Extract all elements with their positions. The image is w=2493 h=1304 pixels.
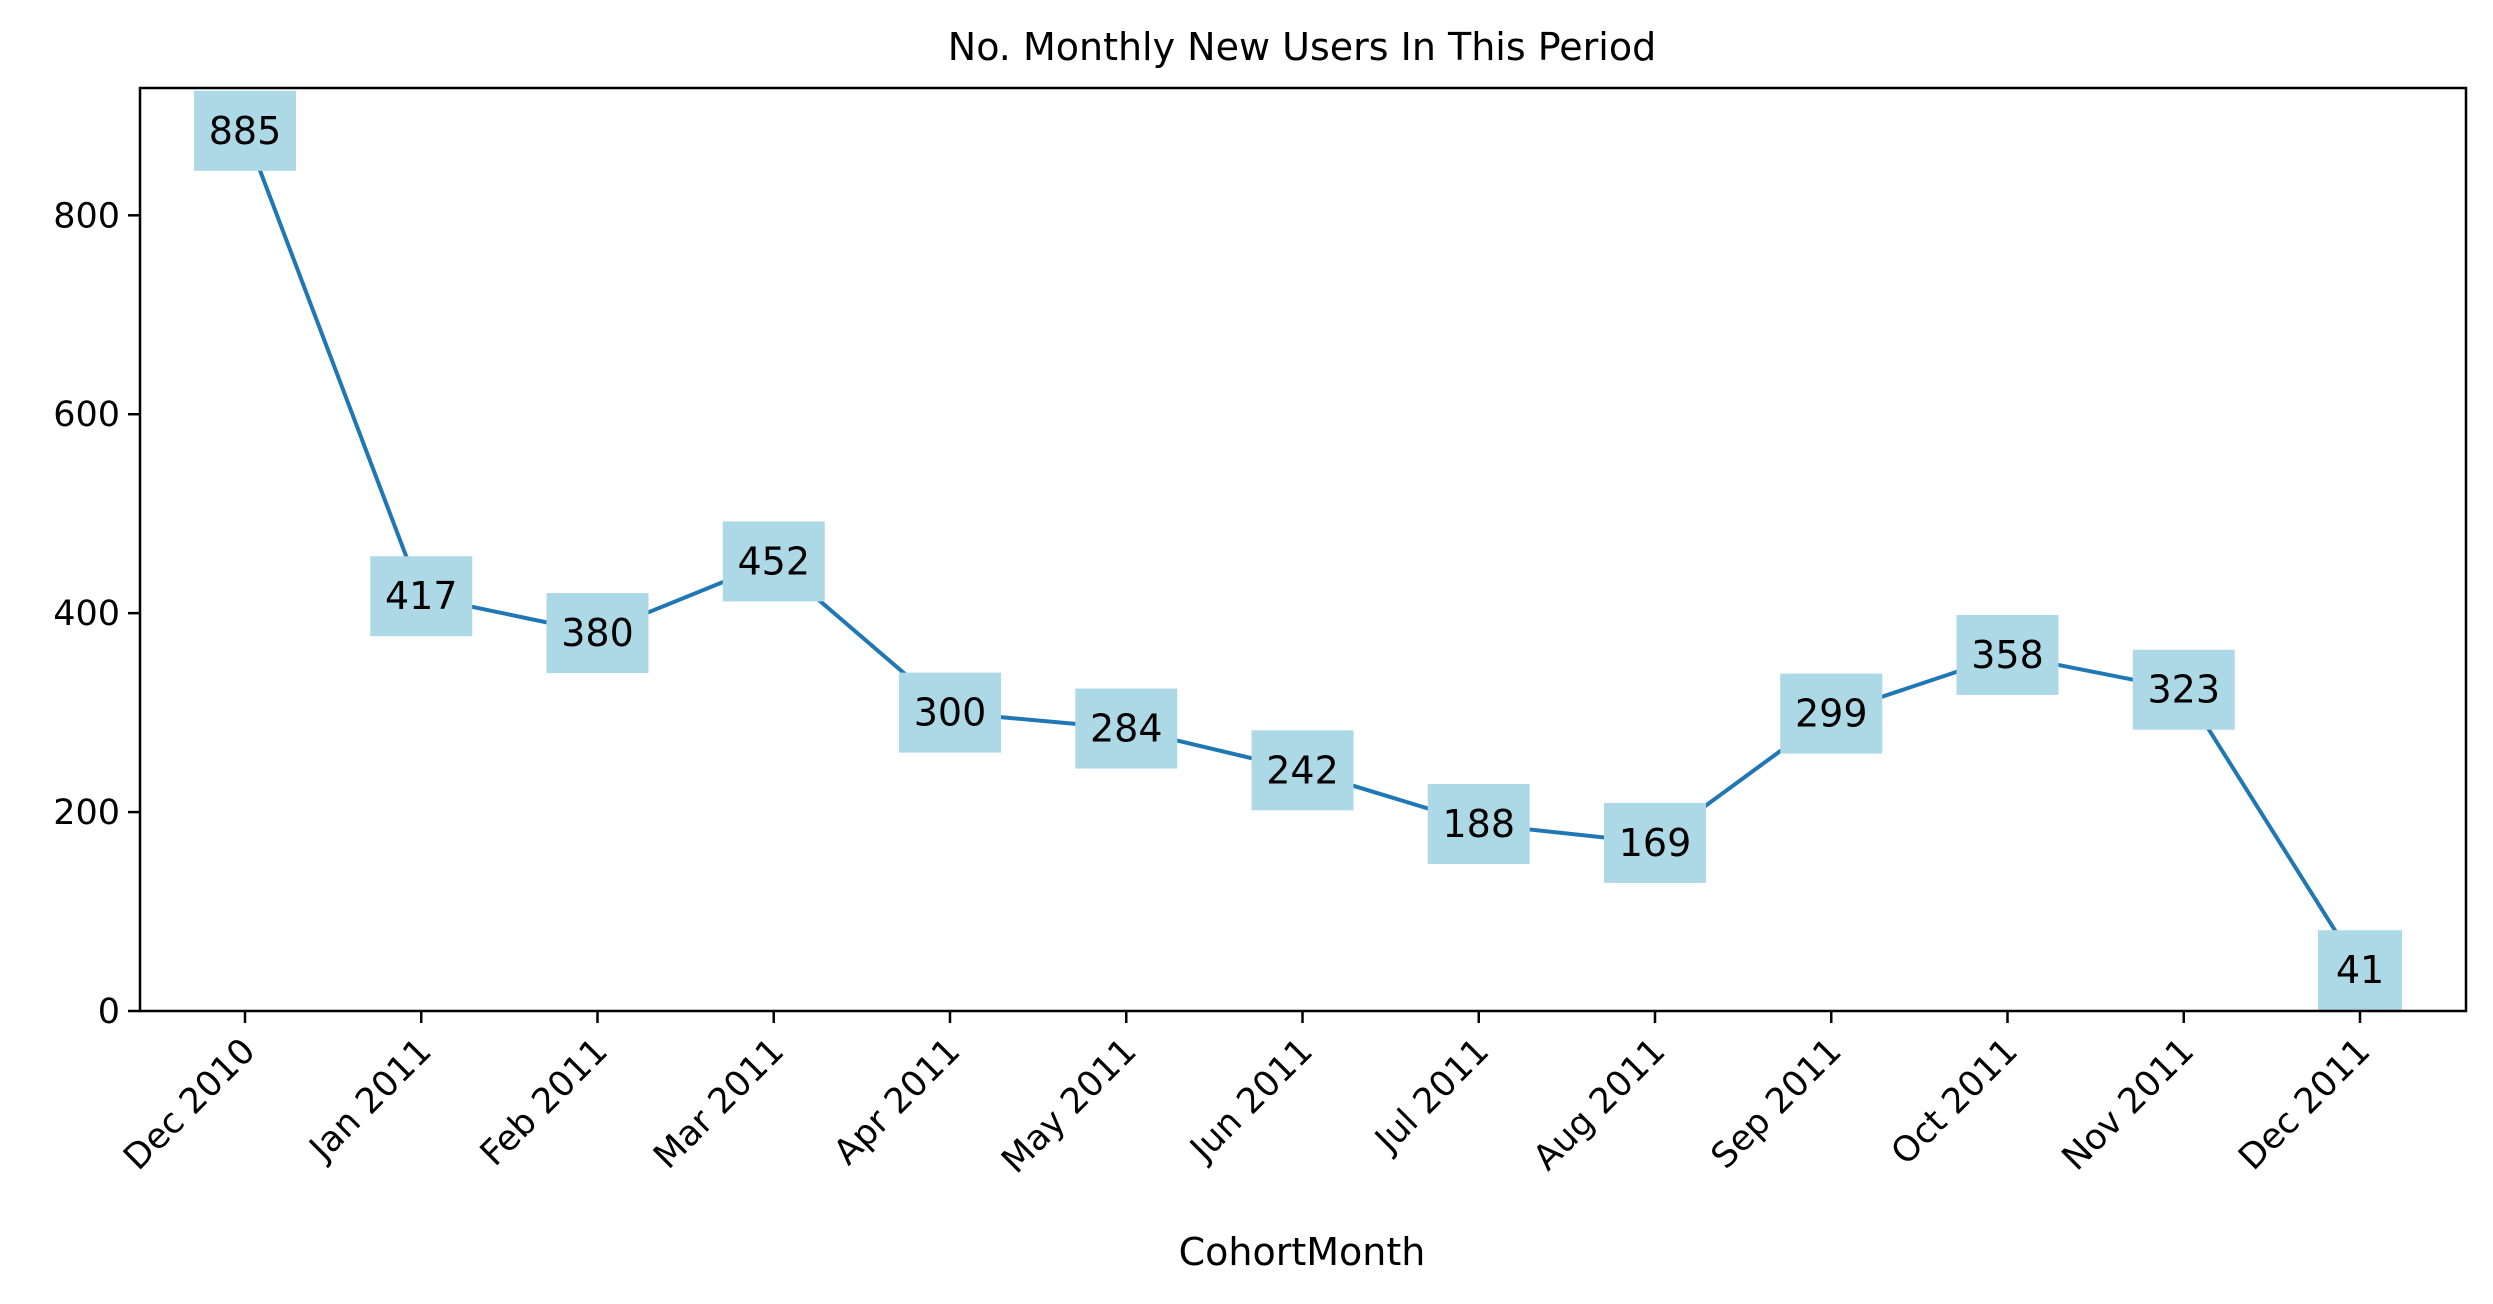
data-label-box (2318, 930, 2402, 1011)
data-label: 41 (2336, 948, 2384, 992)
data-label: 885 (209, 109, 282, 153)
data-label: 169 (1619, 821, 1692, 865)
y-tick-label: 200 (53, 793, 120, 833)
data-label-box (1604, 802, 1706, 883)
data-labels: 885 417 380 452 300 284 242 188 169 299 358 323 41 (194, 90, 2402, 1011)
data-label-box (2132, 649, 2235, 730)
data-label-box (1251, 730, 1354, 811)
data-label: 452 (737, 539, 810, 583)
data-label-box (1427, 784, 1530, 865)
chart-title: No. Monthly New Users In This Period (948, 25, 1656, 69)
data-label-box (194, 90, 296, 171)
data-label: 417 (385, 574, 458, 618)
data-label: 284 (1090, 707, 1163, 751)
data-label: 299 (1795, 692, 1868, 736)
plot-frame (138, 86, 2468, 1013)
data-label-box (546, 593, 649, 674)
y-tick-label: 600 (53, 395, 120, 435)
data-label: 188 (1442, 802, 1515, 846)
data-label-box (1780, 673, 1883, 754)
x-axis-label: CohortMonth (1179, 1230, 1426, 1274)
data-label-box (1075, 688, 1178, 769)
data-label-box (370, 556, 473, 637)
data-label: 380 (561, 611, 634, 655)
data-label: 323 (2147, 668, 2220, 712)
data-label: 358 (1971, 633, 2044, 677)
y-tick-label: 800 (53, 196, 120, 236)
data-label-box (899, 672, 1001, 753)
data-label-box (722, 521, 825, 602)
data-label-box (1956, 614, 2059, 695)
data-label: 242 (1266, 748, 1339, 792)
y-axis: 0 200 400 600 800 (53, 196, 140, 1032)
y-tick-label: 400 (53, 594, 120, 634)
y-tick-label: 0 (98, 992, 120, 1032)
data-label: 300 (914, 691, 987, 735)
